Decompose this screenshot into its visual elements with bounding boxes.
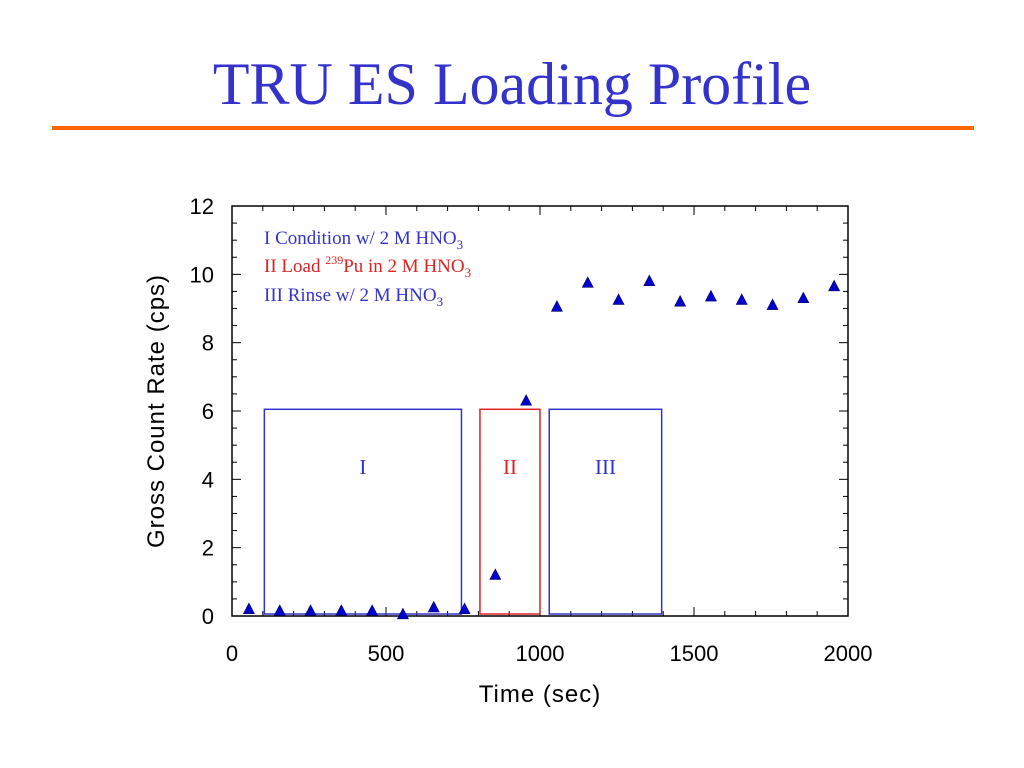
x-tick-label: 1500: [670, 641, 719, 666]
y-tick-label: 4: [202, 467, 214, 492]
data-point: [273, 604, 286, 616]
x-axis-title: Time (sec): [479, 681, 601, 708]
legend-text-part: II Load: [264, 256, 325, 277]
data-point: [427, 600, 440, 613]
data-point: [366, 604, 379, 616]
x-tick-label: 500: [368, 641, 405, 666]
region-label-II: II: [503, 455, 517, 479]
data-point: [735, 293, 748, 305]
y-tick-label: 0: [202, 604, 214, 629]
x-tick-label: 2000: [824, 641, 873, 666]
data-point: [304, 604, 317, 616]
data-point: [550, 300, 563, 312]
legend-text-part: III Rinse w/ 2 M HNO: [264, 285, 437, 306]
legend-text-part: Pu in 2 M HNO: [343, 256, 464, 277]
legend-text-part: 3: [437, 294, 444, 309]
data-point: [643, 274, 656, 286]
data-point: [242, 602, 255, 614]
legend-entry: I Condition w/ 2 M HNO3: [264, 228, 463, 252]
region-box-I: [263, 408, 463, 615]
data-point: [612, 293, 625, 305]
region-label-I: I: [359, 455, 366, 479]
legend-entry: II Load 239Pu in 2 M HNO3: [264, 253, 471, 280]
data-point: [458, 602, 471, 614]
y-tick-label: 2: [202, 536, 214, 561]
data-point: [489, 568, 502, 580]
data-point: [674, 295, 687, 307]
legend-text-part: 3: [457, 237, 464, 252]
title-divider: [52, 126, 974, 130]
data-point: [797, 291, 810, 304]
slide-title: TRU ES Loading Profile: [212, 51, 812, 117]
legend-text-part: 3: [465, 265, 472, 280]
legend-text-part: 239: [325, 253, 343, 267]
y-tick-label: 10: [190, 262, 214, 287]
y-axis-title: Gross Count Rate (cps): [143, 274, 170, 548]
x-tick-label: 0: [226, 641, 238, 666]
data-point: [520, 394, 533, 406]
y-tick-label: 8: [202, 331, 214, 356]
data-point: [828, 279, 841, 292]
region-box-III: [548, 408, 663, 615]
data-point: [396, 607, 409, 620]
data-point: [581, 276, 594, 288]
data-point: [766, 298, 779, 310]
data-point: [704, 289, 717, 302]
y-tick-label: 6: [202, 399, 214, 424]
data-point: [335, 604, 348, 616]
region-label-III: III: [595, 455, 616, 479]
legend-text-part: I Condition w/ 2 M HNO: [264, 228, 457, 249]
legend-entry: III Rinse w/ 2 M HNO3: [264, 285, 443, 309]
x-tick-label: 1000: [516, 641, 565, 666]
region-box-II: [479, 408, 541, 615]
y-tick-label: 12: [190, 194, 214, 219]
